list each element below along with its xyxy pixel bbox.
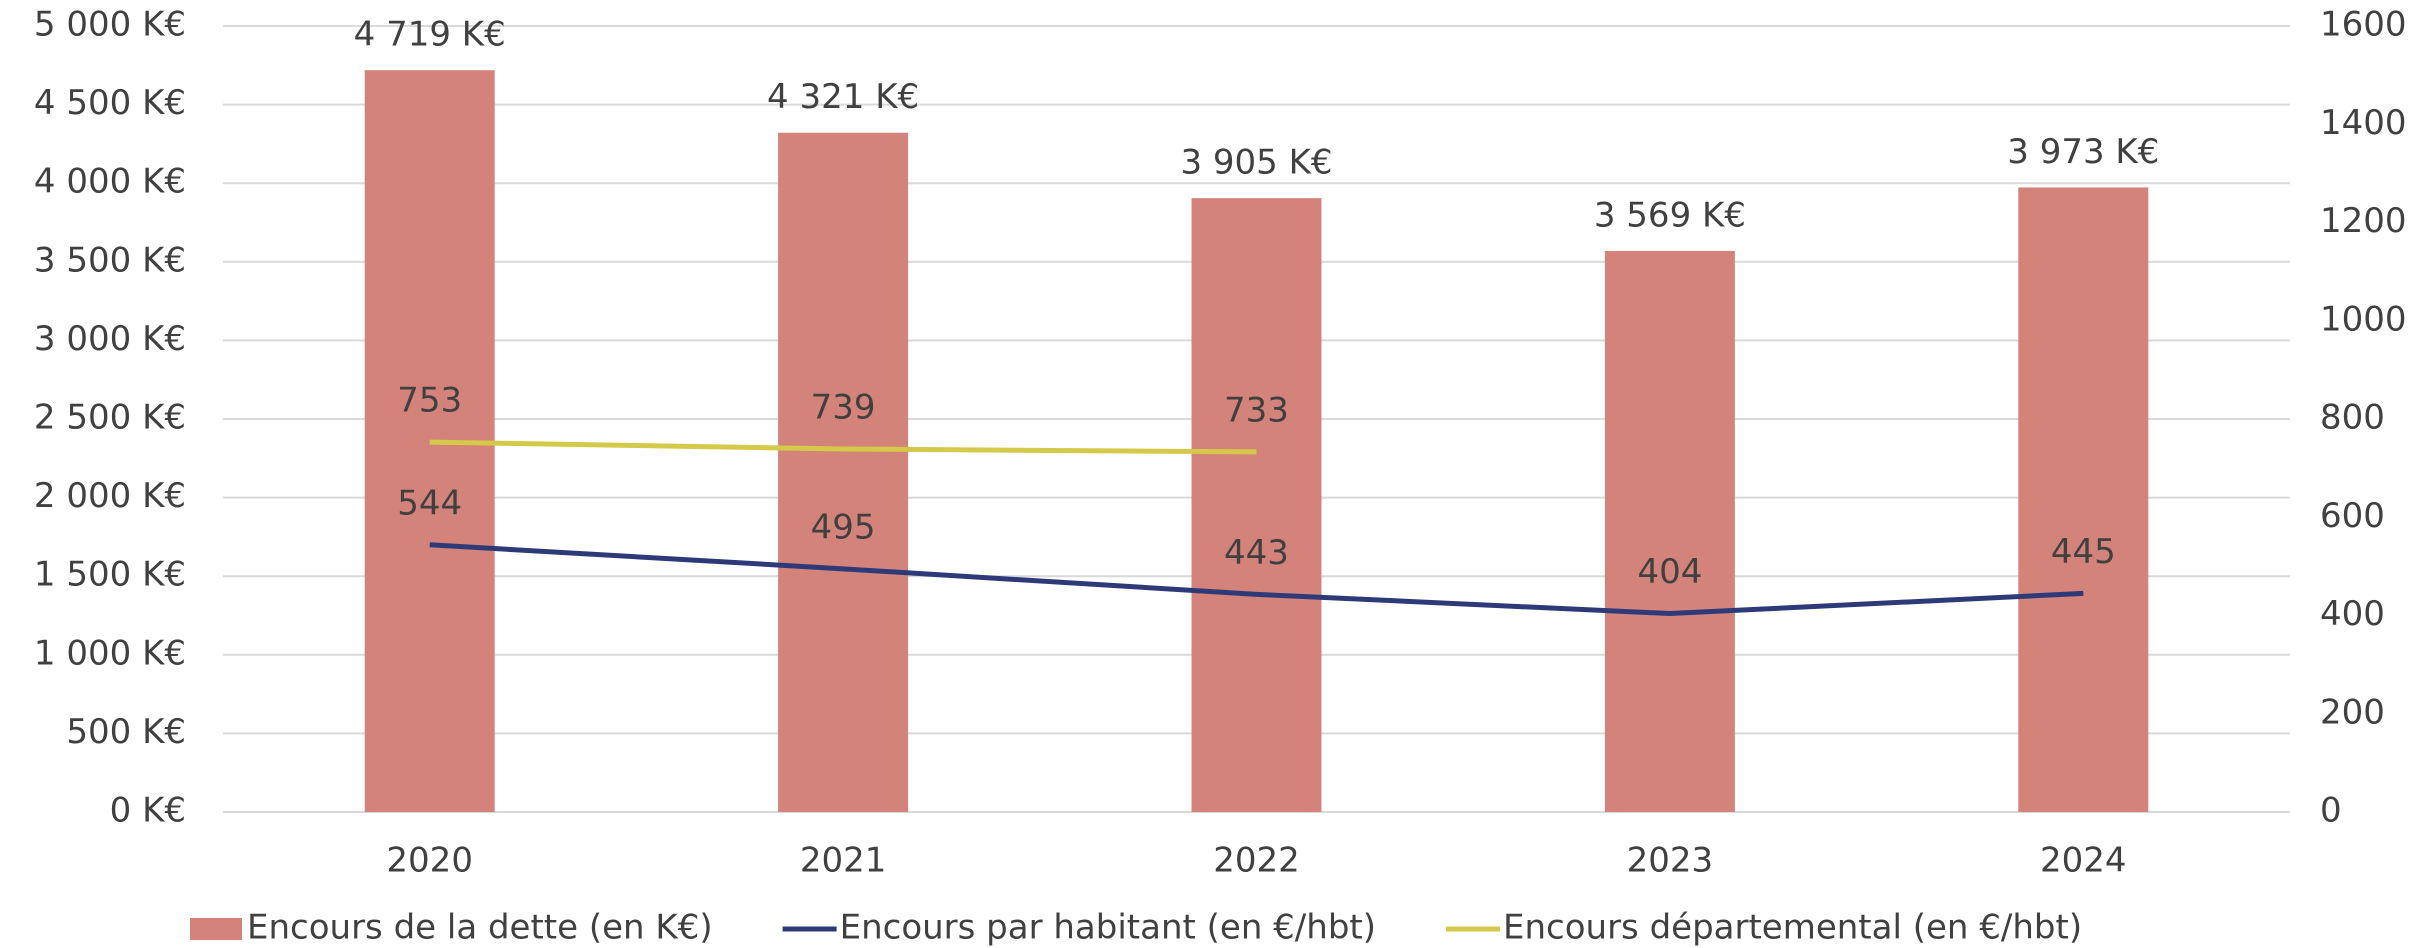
y2-tick-label: 1200 <box>2320 201 2407 241</box>
line-value-label: 733 <box>1224 390 1289 430</box>
y2-tick-label: 400 <box>2320 594 2385 634</box>
y2-tick-label: 1000 <box>2320 299 2407 339</box>
y-tick-label: 500 K€ <box>66 712 186 752</box>
line-value-label: 495 <box>811 507 876 547</box>
line-value-label: 443 <box>1224 533 1289 573</box>
y-tick-label: 2 000 K€ <box>34 476 186 516</box>
line-value-label: 404 <box>1637 552 1702 592</box>
x-tick-label: 2021 <box>800 841 887 881</box>
x-tick-label: 2020 <box>386 841 473 881</box>
bar-value-label: 3 569 K€ <box>1594 195 1746 235</box>
x-tick-label: 2024 <box>2040 841 2127 881</box>
y-tick-label: 0 K€ <box>110 791 186 831</box>
y-tick-label: 3 000 K€ <box>34 319 186 359</box>
bar-value-label: 3 973 K€ <box>2007 132 2159 172</box>
line <box>429 439 1257 455</box>
line-value-label: 753 <box>397 381 462 421</box>
x-tick-label: 2022 <box>1213 841 1300 881</box>
line <box>429 542 2084 617</box>
y2-tick-label: 0 <box>2320 791 2342 831</box>
bar <box>2018 187 2149 812</box>
legend-label: Encours par habitant (en €/hbt) <box>840 908 1376 948</box>
y2-tick-label: 600 <box>2320 496 2385 536</box>
bar <box>778 132 909 813</box>
line-value-label: 739 <box>811 387 876 427</box>
legend-swatch <box>190 918 242 940</box>
legend-label: Encours de la dette (en K€) <box>247 908 713 948</box>
y-tick-label: 1 000 K€ <box>34 633 186 673</box>
legend-label: Encours départemental (en €/hbt) <box>1503 908 2082 948</box>
y-tick-label: 4 000 K€ <box>34 162 186 202</box>
y2-tick-label: 1600 <box>2320 5 2407 45</box>
y-tick-label: 5 000 K€ <box>34 5 186 45</box>
bar <box>1604 250 1735 813</box>
x-tick-label: 2023 <box>1627 841 1714 881</box>
line-value-label: 445 <box>2051 532 2116 572</box>
bar-value-label: 3 905 K€ <box>1180 143 1332 183</box>
y2-tick-label: 200 <box>2320 692 2385 732</box>
y-tick-label: 4 500 K€ <box>34 83 186 123</box>
line-value-label: 544 <box>397 483 462 523</box>
y2-tick-label: 800 <box>2320 398 2385 438</box>
y-tick-label: 1 500 K€ <box>34 555 186 595</box>
y2-tick-label: 1400 <box>2320 103 2407 143</box>
bar-value-label: 4 719 K€ <box>354 15 506 55</box>
bar <box>1191 198 1322 812</box>
y-tick-label: 3 500 K€ <box>34 240 186 280</box>
y-tick-label: 2 500 K€ <box>34 398 186 438</box>
bar-value-label: 4 321 K€ <box>767 77 919 117</box>
